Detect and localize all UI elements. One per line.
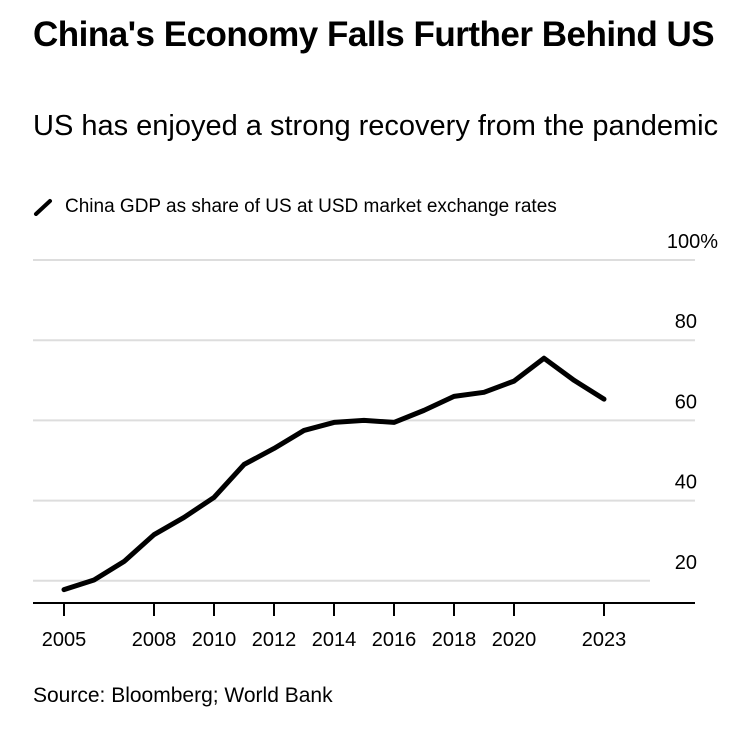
x-tick-label: 2010 bbox=[192, 629, 237, 651]
y-tick-label: 20 bbox=[675, 552, 697, 574]
x-tick-label: 2016 bbox=[372, 629, 417, 651]
y-tick-label: 100% bbox=[667, 231, 718, 253]
chart-title: China's Economy Falls Further Behind US bbox=[33, 15, 715, 54]
source-note: Source: Bloomberg; World Bank bbox=[33, 684, 333, 707]
y-tick-label: 60 bbox=[675, 391, 697, 413]
x-tick-label: 2012 bbox=[252, 629, 297, 651]
x-tick-label: 2005 bbox=[42, 629, 87, 651]
legend-line-icon bbox=[34, 199, 52, 216]
legend: China GDP as share of US at USD market e… bbox=[33, 196, 557, 218]
y-tick-label: 40 bbox=[675, 472, 697, 494]
series-line-china-gdp-share bbox=[61, 355, 607, 593]
legend-label: China GDP as share of US at USD market e… bbox=[65, 196, 557, 217]
y-tick-label: 80 bbox=[675, 311, 697, 333]
x-tick-label: 2020 bbox=[492, 629, 537, 651]
chart-subtitle: US has enjoyed a strong recovery from th… bbox=[33, 110, 719, 142]
x-tick-label: 2018 bbox=[432, 629, 477, 651]
x-tick-label: 2008 bbox=[132, 629, 177, 651]
x-tick-label: 2014 bbox=[312, 629, 357, 651]
x-tick-label: 2023 bbox=[582, 629, 627, 651]
